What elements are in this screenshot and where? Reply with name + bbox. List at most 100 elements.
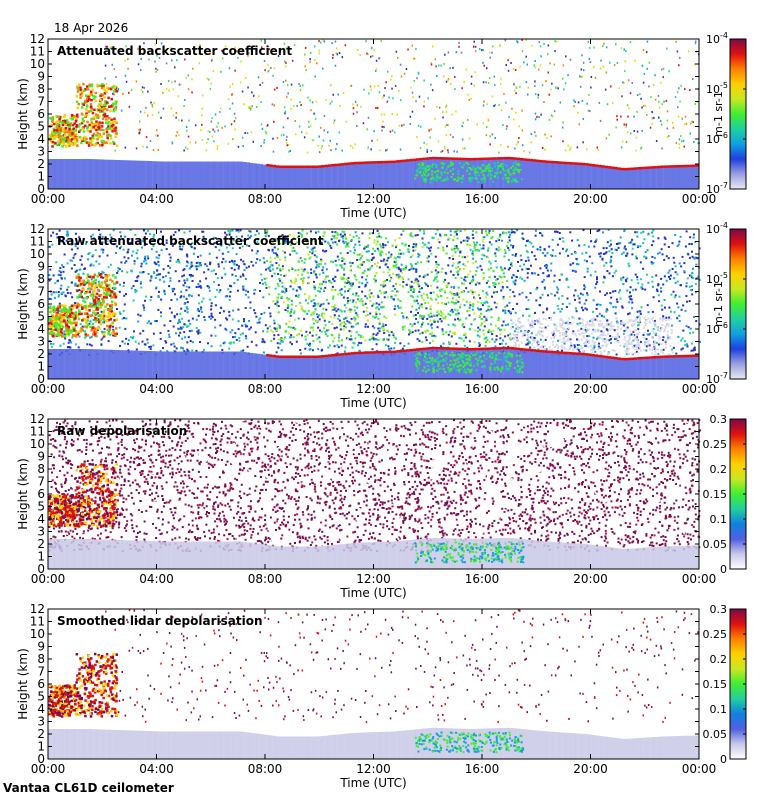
y-tick-label: 12 [30,602,45,616]
colorbar [729,228,747,380]
y-tick-label: 4 [37,322,45,336]
panel-title: Attenuated backscatter coefficient [57,44,292,58]
y-tick-label: 8 [37,652,45,666]
colorbar-tick-label: 0 [720,753,727,766]
y-tick-label: 10 [30,57,45,71]
colorbar-tick-label: 0.1 [710,703,728,716]
y-tick-label: 0 [37,372,45,386]
y-tick-label: 1 [37,360,45,374]
y-tick-label: 10 [30,627,45,641]
y-tick-label: 6 [37,487,45,501]
x-tick-label: 16:00 [465,192,500,206]
y-tick-label: 0 [37,752,45,766]
x-tick-label: 08:00 [248,192,283,206]
y-tick-label: 10 [30,437,45,451]
y-tick-label: 6 [37,297,45,311]
y-tick-label: 9 [37,640,45,654]
colorbar-tick-label: 0.25 [703,628,728,641]
colorbar-tick-label: 0 [720,563,727,576]
colorbar-tick-label: 0.2 [710,463,728,476]
y-tick-label: 11 [30,425,45,439]
y-tick-label: 2 [37,347,45,361]
heatmap-pixels [48,419,701,570]
x-tick-label: 08:00 [248,382,283,396]
y-tick-label: 0 [37,562,45,576]
x-tick-label: 00:00 [682,572,717,586]
y-tick-label: 11 [30,615,45,629]
y-tick-label: 12 [30,222,45,236]
colorbar-tick-label: 0.05 [703,538,728,551]
colorbar-label: m-1 sr-1 [712,281,725,327]
y-tick-label: 11 [30,45,45,59]
date-label: 18 Apr 2026 [54,21,129,35]
colorbar-tick-label: 0.15 [703,488,728,501]
colorbar [729,38,747,190]
x-tick-label: 08:00 [248,572,283,586]
colorbar-tick-label: 10-7 [706,371,728,386]
y-tick-label: 5 [37,500,45,514]
x-tick-label: 00:00 [31,382,66,396]
x-tick-label: 20:00 [573,382,608,396]
y-tick-label: 2 [37,727,45,741]
y-tick-label: 8 [37,82,45,96]
y-tick-label: 6 [37,677,45,691]
y-tick-label: 8 [37,462,45,476]
y-tick-label: 5 [37,310,45,324]
x-tick-label: 12:00 [356,762,391,776]
colorbar-tick-label: 0.3 [710,603,728,616]
x-tick-label: 12:00 [356,572,391,586]
x-tick-label: 00:00 [31,192,66,206]
x-tick-label: 00:00 [682,192,717,206]
colorbar-tick-label: 0.25 [703,438,728,451]
y-tick-label: 2 [37,537,45,551]
y-tick-label: 9 [37,260,45,274]
x-tick-label: 04:00 [139,572,174,586]
heatmap-pixels [48,229,701,380]
y-tick-label: 3 [37,145,45,159]
panel-title: Raw depolarisation [57,424,187,438]
colorbar-tick-label: 0.2 [710,653,728,666]
y-tick-label: 3 [37,525,45,539]
y-tick-label: 12 [30,412,45,426]
colorbar-tick-label: 10-7 [706,181,728,196]
y-tick-label: 9 [37,450,45,464]
y-tick-label: 1 [37,740,45,754]
colorbar-tick-label: 10-4 [706,221,728,236]
x-tick-label: 04:00 [139,762,174,776]
y-tick-label: 9 [37,70,45,84]
colorbar-tick-label: 0.3 [710,413,728,426]
y-tick-label: 6 [37,107,45,121]
colorbar-tick-label: 0.15 [703,678,728,691]
y-tick-label: 1 [37,170,45,184]
heatmap-pixels [48,39,700,190]
y-tick-label: 5 [37,120,45,134]
colorbar-tick-label: 0.1 [710,513,728,526]
x-tick-label: 00:00 [682,762,717,776]
y-tick-label: 11 [30,235,45,249]
y-tick-label: 4 [37,702,45,716]
x-tick-label: 04:00 [139,192,174,206]
y-tick-label: 4 [37,512,45,526]
x-axis-label: Time (UTC) [339,206,406,220]
panel-title: Smoothed lidar depolarisation [57,614,263,628]
y-tick-label: 7 [37,95,45,109]
x-tick-label: 08:00 [248,762,283,776]
y-tick-label: 12 [30,32,45,46]
x-tick-label: 16:00 [465,762,500,776]
x-tick-label: 16:00 [465,382,500,396]
y-tick-label: 0 [37,182,45,196]
colorbar-tick-label: 10-4 [706,31,728,46]
x-axis-label: Time (UTC) [339,776,406,790]
y-axis-label: Height (km) [16,648,30,719]
colorbar-tick-label: 0.05 [703,728,728,741]
x-tick-label: 16:00 [465,572,500,586]
x-tick-label: 00:00 [31,572,66,586]
y-tick-label: 3 [37,715,45,729]
heatmap-pixels [48,609,700,760]
x-tick-label: 12:00 [356,382,391,396]
